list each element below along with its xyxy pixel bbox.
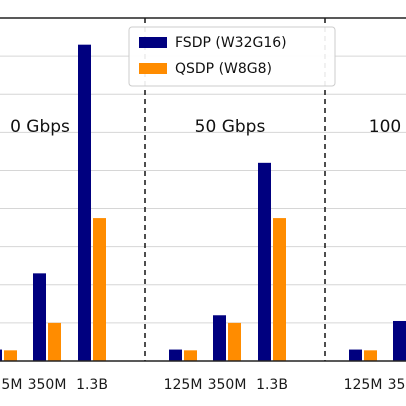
group-annotation: 100 — [369, 117, 401, 137]
x-tick-label: 350M — [208, 377, 247, 393]
x-tick-label: 1.3B — [256, 377, 288, 393]
x-tick-label: 1.3B — [76, 377, 108, 393]
legend-swatch-fsdp — [139, 37, 167, 48]
x-tick-label: 350M — [28, 377, 67, 393]
legend-swatch-qsdp — [139, 63, 167, 74]
legend-label-qsdp: QSDP (W8G8) — [175, 61, 272, 77]
fsdp-bar-125m — [0, 349, 2, 361]
group-annotation: 50 Gbps — [195, 117, 266, 137]
group-annotations: 0 Gbps 50 Gbps 100 — [10, 117, 401, 137]
qsdp-bar-1.3b — [93, 218, 106, 361]
axes — [0, 17, 406, 362]
qsdp-bar-125m — [364, 350, 377, 361]
fsdp-bar-350m — [393, 320, 406, 361]
qsdp-bar-125m — [184, 350, 197, 361]
x-tick-label: 350M — [388, 377, 406, 393]
fsdp-bar-125m — [349, 349, 362, 361]
qsdp-bar-125m — [4, 350, 17, 361]
bars — [0, 44, 406, 362]
fsdp-bar-1.3b — [78, 44, 91, 362]
fsdp-bar-350m — [213, 315, 226, 361]
legend: FSDP (W32G16) QSDP (W8G8) — [128, 26, 336, 87]
x-tick-label: 125M — [164, 377, 203, 393]
grid — [0, 55, 406, 324]
legend-frame — [128, 26, 336, 87]
qsdp-bar-350m — [48, 322, 61, 361]
qsdp-bar-1.3b — [273, 218, 286, 361]
x-tick-label: 125M — [0, 377, 22, 393]
qsdp-bar-350m — [228, 322, 241, 361]
fsdp-bar-350m — [33, 273, 46, 361]
fsdp-bar-1.3b — [258, 162, 271, 361]
legend-label-fsdp: FSDP (W32G16) — [175, 35, 287, 51]
group-annotation: 0 Gbps — [10, 117, 70, 137]
fsdp-bar-125m — [169, 349, 182, 361]
x-tick-label: 125M — [344, 377, 383, 393]
